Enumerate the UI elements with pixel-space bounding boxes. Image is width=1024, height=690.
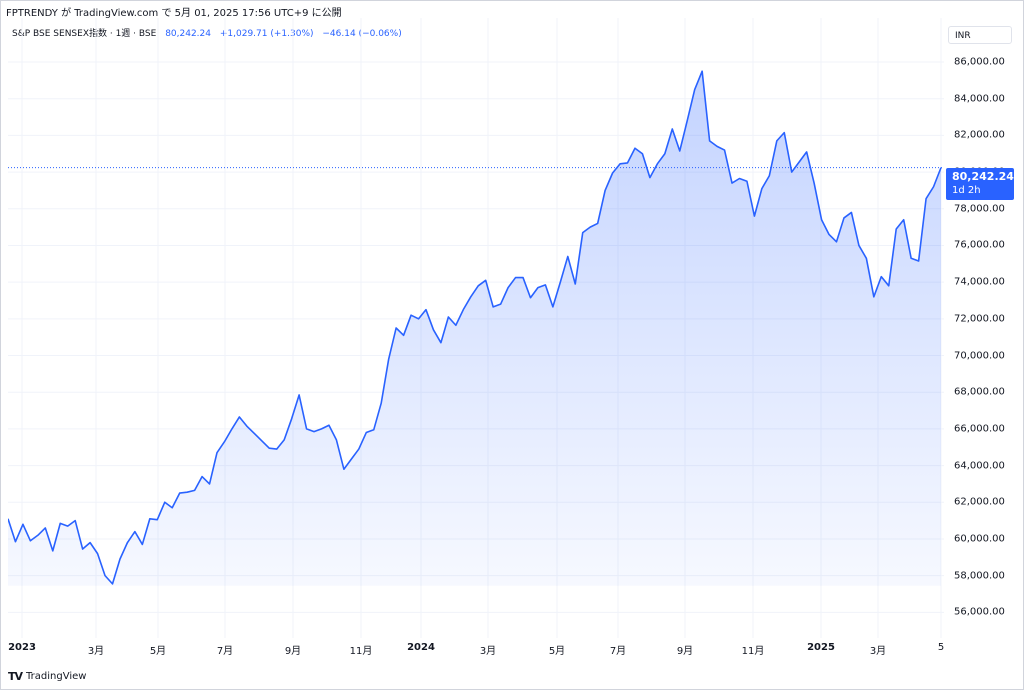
price-chart[interactable] bbox=[8, 18, 944, 638]
x-tick-label: 9月 bbox=[676, 646, 694, 657]
currency-button[interactable]: INR bbox=[948, 26, 1012, 44]
x-tick-label: 9月 bbox=[284, 646, 302, 657]
last-price: 80,242.24 bbox=[165, 29, 211, 39]
y-tick-label: 76,000.00 bbox=[954, 239, 1005, 251]
y-tick-label: 70,000.00 bbox=[954, 350, 1005, 361]
y-tick-label: 68,000.00 bbox=[954, 386, 1005, 398]
y-tick-label: 66,000.00 bbox=[954, 423, 1005, 435]
x-tick-label: 2024 bbox=[407, 642, 435, 653]
price-axis[interactable]: 56,000.00 58,000.00 60,000.00 62,000.00 64,0… bbox=[946, 0, 1022, 660]
y-tick-label: 56,000.00 bbox=[954, 606, 1005, 618]
x-tick-label: 5 bbox=[937, 642, 945, 653]
tradingview-brand[interactable]: TV TradingView bbox=[8, 670, 86, 683]
x-tick-label: 2023 bbox=[8, 642, 36, 653]
y-tick-label: 72,000.00 bbox=[954, 313, 1005, 325]
publish-info: FPTRENDY が TradingView.com で 5月 01, 2025… bbox=[6, 8, 342, 19]
current-price-value: 80,242.24 bbox=[952, 170, 1014, 183]
symbol-title[interactable]: S&P BSE SENSEX指数 · 1週 · BSE bbox=[12, 29, 157, 39]
y-tick-label: 58,000.00 bbox=[954, 570, 1005, 582]
y-tick-label: 64,000.00 bbox=[954, 460, 1005, 472]
y-tick-label: 86,000.00 bbox=[954, 56, 1005, 68]
symbol-legend: S&P BSE SENSEX指数 · 1週 · BSE 80,242.24 +1… bbox=[12, 26, 402, 39]
y-tick-label: 84,000.00 bbox=[954, 93, 1005, 105]
x-tick-label: 2025 bbox=[807, 642, 835, 653]
brand-name: TradingView bbox=[26, 671, 87, 682]
y-tick-label: 62,000.00 bbox=[954, 496, 1005, 508]
x-tick-label: 7月 bbox=[609, 646, 627, 657]
tradingview-logo-icon: TV bbox=[8, 670, 23, 683]
x-tick-label: 11月 bbox=[349, 646, 373, 657]
x-tick-label: 7月 bbox=[216, 646, 234, 657]
y-tick-label: 60,000.00 bbox=[954, 533, 1005, 545]
x-tick-label: 3月 bbox=[479, 646, 497, 657]
bar-countdown: 1d 2h bbox=[952, 185, 981, 196]
x-tick-label: 5月 bbox=[149, 646, 167, 657]
price-change-secondary: −46.14 (−0.06%) bbox=[322, 29, 402, 39]
y-tick-label: 78,000.00 bbox=[954, 203, 1005, 215]
price-series-line[interactable] bbox=[8, 70, 942, 585]
x-tick-label: 3月 bbox=[869, 646, 887, 657]
y-tick-label: 82,000.00 bbox=[954, 129, 1005, 141]
y-tick-label: 74,000.00 bbox=[954, 276, 1005, 288]
x-tick-label: 11月 bbox=[741, 646, 765, 657]
current-price-tag: 80,242.24 1d 2h bbox=[946, 168, 1014, 200]
price-change: +1,029.71 (+1.30%) bbox=[219, 29, 314, 39]
x-tick-label: 5月 bbox=[548, 646, 566, 657]
x-tick-label: 3月 bbox=[87, 646, 105, 657]
area-fill bbox=[8, 71, 941, 586]
